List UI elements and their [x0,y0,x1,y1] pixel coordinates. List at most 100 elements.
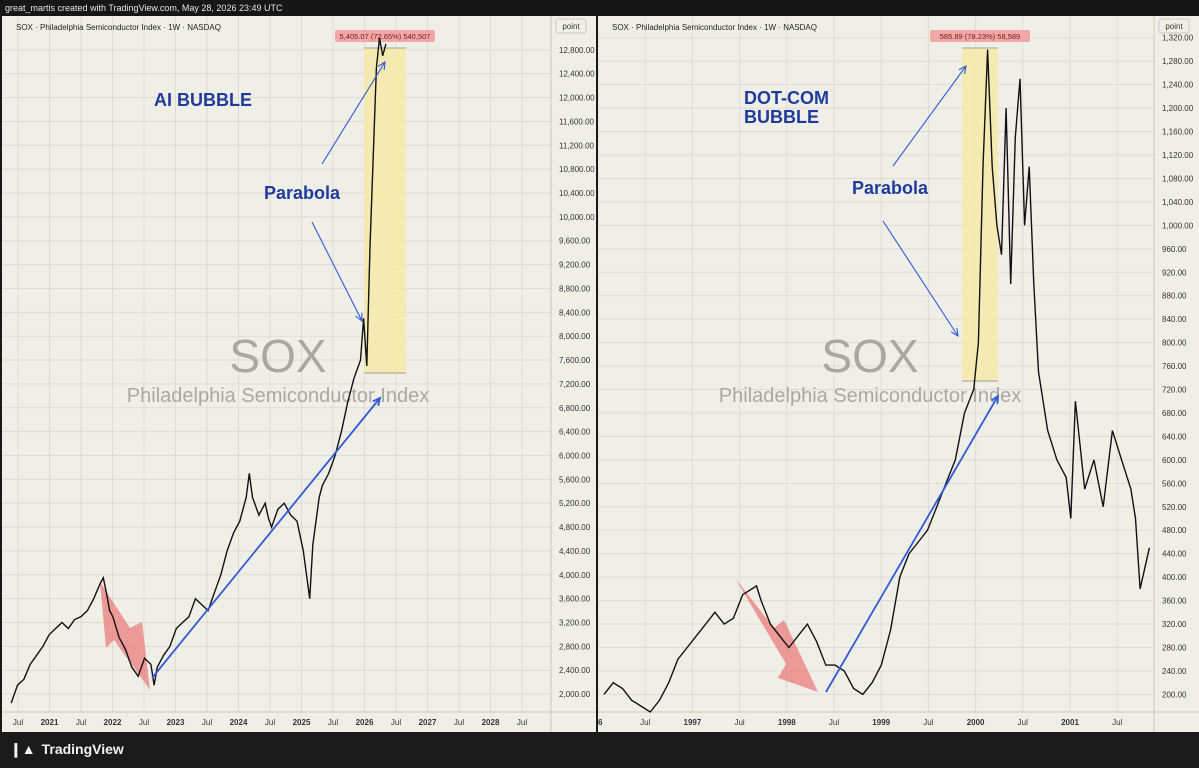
blue-arrow-head [990,394,1000,405]
chart-svg: 12,800.00 12,400.00 12,000.00 11,600.00 11,2… [2,16,596,732]
chart-title: SOX · Philadelphia Semiconductor Index ·… [612,23,817,32]
x-tick-label: Jul [1018,718,1028,727]
price-line [10,37,387,704]
y-tick-label: 600.00 [1162,456,1187,465]
header-bar: great_martis created with TradingView.co… [0,0,1199,16]
blue-arrow-head [355,312,363,323]
unit-label-box [555,18,587,34]
x-tick-label: Jul [391,718,401,727]
y-tick-label: 1,200.00 [1162,104,1194,113]
y-tick-label: 3,200.00 [559,619,591,628]
unit-label: point [562,22,580,31]
blue-arrow-head [950,327,959,338]
y-tick-label: 640.00 [1162,432,1187,441]
y-tick-label: 12,000.00 [559,94,595,103]
x-tick-label: Jul [640,718,650,727]
x-tick-label: Jul [517,718,527,727]
x-tick-label: 2028 [482,718,500,727]
y-tick-label: 880.00 [1162,292,1187,301]
x-tick-label: Jul [328,718,338,727]
measure-label: 5,405.07 (72.65%) 540,507 [340,32,431,41]
annotation-headline: DOT-COM [744,88,829,108]
x-tick-label: 1998 [778,718,796,727]
y-tick-label: 10,000.00 [559,213,595,222]
x-tick-label: Jul [265,718,275,727]
x-tick-label: Jul [13,718,23,727]
highlight-band [962,48,998,381]
blue-arrow-line [882,220,959,337]
x-tick-label: Jul [734,718,744,727]
unit-label: point [1165,22,1183,31]
y-tick-label: 6,400.00 [559,428,591,437]
x-tick-label: 2000 [967,718,985,727]
blue-arrow-line [825,395,999,693]
x-tick-label: Jul [829,718,839,727]
measure-label: 585.89 (78.23%) 58,589 [940,32,1020,41]
tradingview-brand: TradingView [41,741,124,757]
watermark-title: SOX [821,330,918,382]
y-tick-label: 11,600.00 [559,117,595,126]
y-tick-label: 10,800.00 [559,165,595,174]
y-tick-label: 320.00 [1162,620,1187,629]
y-tick-label: 4,800.00 [559,523,591,532]
y-tick-label: 8,800.00 [559,284,591,293]
y-tick-label: 12,800.00 [559,46,595,55]
price-line [603,49,1151,713]
tradingview-logo[interactable]: ❙▲ TradingView [10,741,124,758]
blue-arrow-line [311,221,363,322]
x-tick-label: Jul [1112,718,1122,727]
x-tick-label: 2024 [230,718,248,727]
y-tick-label: 1,280.00 [1162,57,1194,66]
blue-arrow-line [321,61,386,165]
y-tick-label: 360.00 [1162,597,1187,606]
x-tick-label: 2026 [356,718,374,727]
y-tick-label: 760.00 [1162,362,1187,371]
y-tick-label: 4,000.00 [559,571,591,580]
y-tick-label: 1,160.00 [1162,128,1194,137]
y-tick-label: 960.00 [1162,245,1187,254]
chart-title: SOX · Philadelphia Semiconductor Index ·… [16,23,221,32]
y-tick-label: 680.00 [1162,409,1187,418]
y-tick-label: 5,600.00 [559,475,591,484]
y-tick-label: 6,000.00 [559,451,591,460]
watermark-subtitle: Philadelphia Semiconductor Index [127,385,429,407]
y-tick-label: 720.00 [1162,386,1187,395]
measure-badge [930,30,1030,42]
blue-arrow-head [377,60,386,71]
x-tick-label: 1999 [872,718,890,727]
blue-arrow-head [372,396,382,406]
x-tick-label: 1997 [684,718,702,727]
x-tick-label: 96 [598,718,603,727]
x-tick-label: Jul [454,718,464,727]
red-down-arrow [735,578,818,692]
y-tick-label: 1,080.00 [1162,174,1194,183]
y-tick-label: 5,200.00 [559,499,591,508]
y-tick-label: 840.00 [1162,315,1187,324]
y-tick-label: 800.00 [1162,339,1187,348]
annotation-headline: AI BUBBLE [154,90,252,110]
chart-panel-dotcom-bubble[interactable]: 1,320.00 1,280.00 1,240.00 1,200.00 1,160.00… [598,16,1199,732]
y-tick-label: 440.00 [1162,550,1187,559]
measure-badge [335,30,435,42]
y-tick-label: 6,800.00 [559,404,591,413]
y-tick-label: 7,200.00 [559,380,591,389]
y-tick-label: 4,400.00 [559,547,591,556]
tradingview-icon: ❙▲ [10,741,36,757]
unit-label-box [1158,18,1190,34]
annotation-parabola: Parabola [852,178,929,198]
header-credit: great_martis created with TradingView.co… [5,3,283,13]
x-tick-label: 2021 [41,718,59,727]
y-tick-label: 9,200.00 [559,261,591,270]
y-tick-label: 2,800.00 [559,642,591,651]
annotation-parabola: Parabola [264,183,341,203]
y-tick-label: 7,600.00 [559,356,591,365]
watermark-title: SOX [229,330,326,382]
blue-arrow-head [958,64,967,74]
y-tick-label: 2,000.00 [559,690,591,699]
y-tick-label: 1,240.00 [1162,81,1194,90]
y-tick-label: 11,200.00 [559,141,595,150]
blue-arrow-line [151,397,381,679]
watermark-subtitle: Philadelphia Semiconductor Index [719,385,1021,407]
x-tick-label: 2022 [104,718,122,727]
chart-panel-ai-bubble[interactable]: 12,800.00 12,400.00 12,000.00 11,600.00 11,2… [2,16,596,732]
